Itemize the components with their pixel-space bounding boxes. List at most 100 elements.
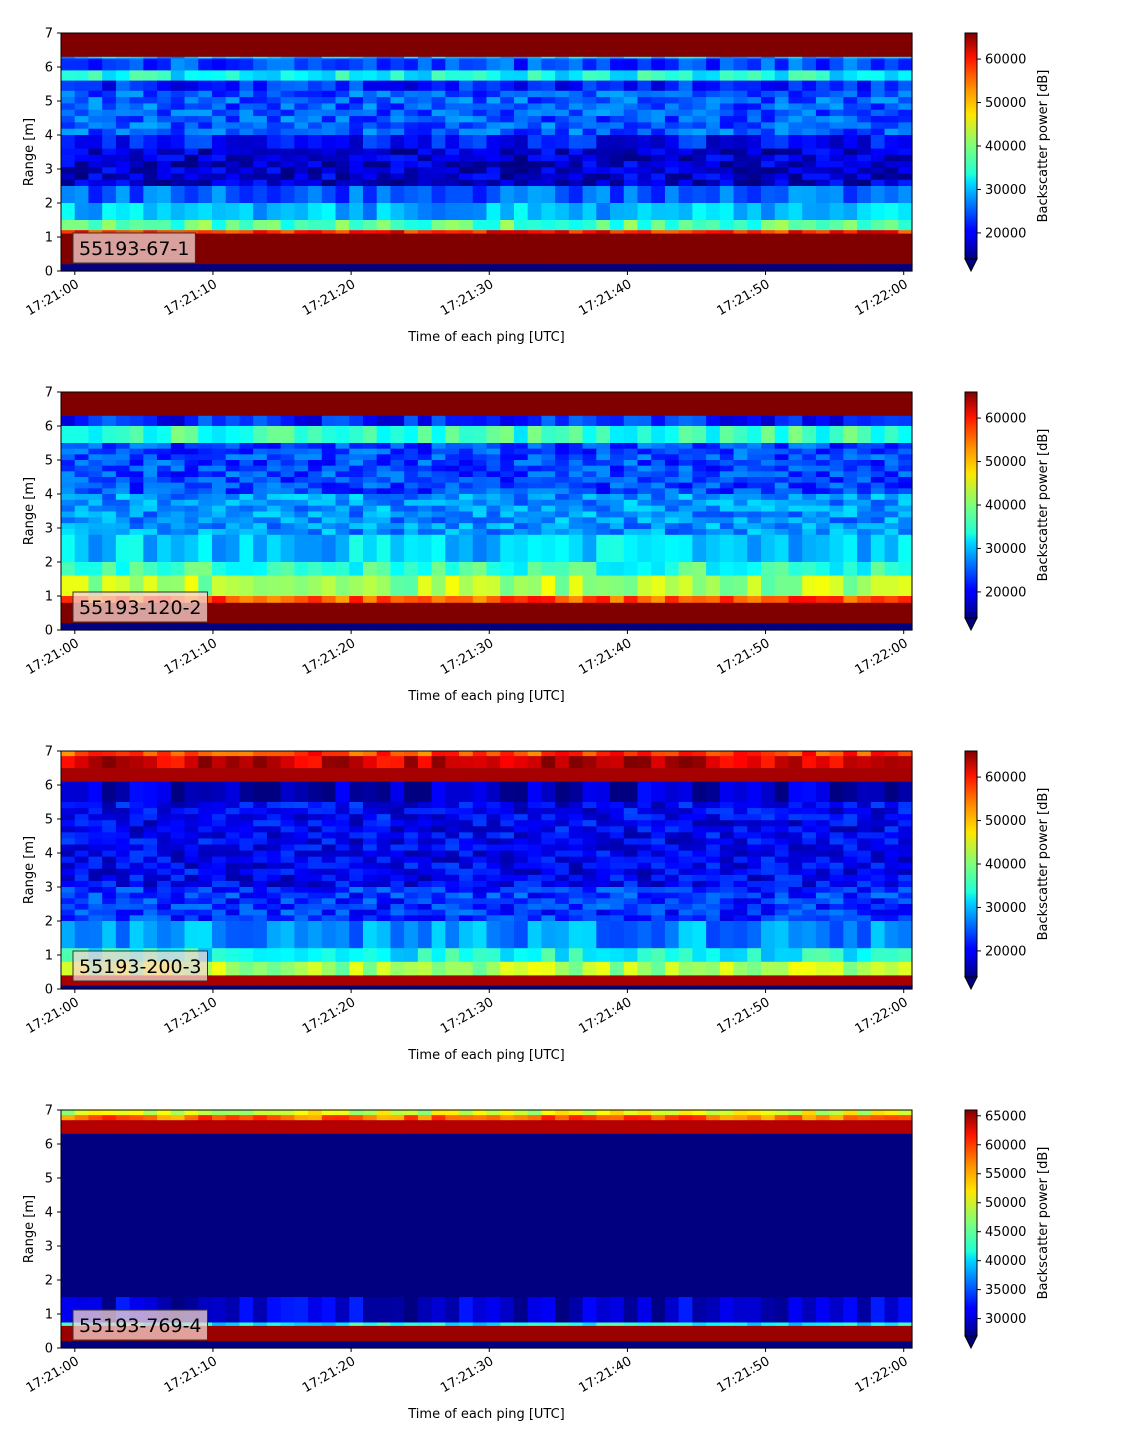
heatmap-cell (417, 258, 433, 265)
heatmap-cell (143, 814, 158, 821)
heatmap-cell (198, 90, 213, 98)
heatmap-cell (651, 482, 666, 489)
heatmap-cell (74, 103, 90, 111)
heatmap-cell (623, 426, 639, 444)
heatmap-cell (513, 832, 529, 840)
heatmap-cell (610, 838, 625, 846)
heatmap-cell (761, 128, 776, 136)
heatmap-cell (198, 781, 213, 803)
heatmap-cell (664, 596, 680, 604)
heatmap-cell (596, 623, 611, 631)
heatmap-cell (417, 781, 433, 803)
heatmap-cell (211, 909, 227, 916)
heatmap-cell (376, 820, 392, 827)
heatmap-cell (253, 230, 268, 235)
heatmap-cell (362, 56, 378, 60)
heatmap-cell (637, 909, 652, 916)
heatmap-cell (884, 251, 899, 259)
heatmap-cell (610, 814, 625, 821)
heatmap-cell (623, 251, 639, 259)
heatmap-cell (513, 116, 529, 123)
heatmap-cell (321, 251, 337, 259)
heatmap-cell (747, 523, 762, 530)
heatmap-cell (884, 528, 899, 536)
heatmap-cell (211, 874, 227, 882)
heatmap-cell (596, 494, 611, 501)
heatmap-cell (225, 135, 241, 150)
heatmap-cell (253, 109, 268, 117)
heatmap-cell (815, 517, 831, 524)
heatmap-cell (61, 488, 76, 495)
heatmap-cell (417, 103, 433, 111)
heatmap-cell (857, 802, 872, 809)
heatmap-cell (129, 482, 144, 489)
heatmap-cell (568, 454, 584, 461)
heatmap-cell (445, 499, 460, 507)
heatmap-cell (513, 233, 529, 241)
heatmap-cell (417, 862, 433, 870)
heatmap-cell (143, 460, 158, 467)
heatmap-cell (308, 820, 323, 827)
heatmap-cell (898, 230, 913, 235)
heatmap-cell (239, 826, 254, 833)
heatmap-cell (870, 826, 886, 833)
heatmap-cell (541, 167, 556, 175)
heatmap-cell (253, 909, 268, 916)
y-tick-label: 2 (45, 556, 53, 571)
heatmap-cell (884, 887, 899, 894)
heatmap-cell (870, 898, 886, 905)
heatmap-cell (884, 808, 899, 815)
heatmap-cell (651, 239, 666, 247)
heatmap-cell (623, 887, 639, 894)
heatmap-cell (280, 874, 295, 882)
heatmap-cell (280, 460, 295, 467)
heatmap-cell (761, 109, 776, 117)
heatmap-cell (692, 251, 707, 259)
heatmap-cell (266, 90, 282, 98)
heatmap-cell (596, 116, 611, 123)
heatmap-cell (431, 494, 446, 501)
heatmap-cell (843, 443, 858, 450)
heatmap-cell (404, 460, 419, 467)
heatmap-cell (362, 103, 378, 111)
heatmap-cell (431, 58, 446, 71)
heatmap-cell (239, 167, 254, 175)
heatmap-cell (706, 874, 721, 882)
heatmap-cell (74, 161, 90, 168)
heatmap-cell (115, 499, 131, 507)
heatmap-cell (774, 103, 790, 111)
heatmap-cell (513, 523, 529, 530)
heatmap-cell (239, 844, 254, 852)
heatmap-cell (486, 887, 501, 894)
heatmap-cell (308, 596, 323, 604)
heatmap-cell (390, 471, 405, 478)
heatmap-cell (747, 103, 762, 111)
heatmap-cell (266, 245, 282, 253)
heatmap-cell (184, 230, 199, 235)
heatmap-cell (170, 892, 186, 899)
heatmap-cell (541, 477, 556, 484)
heatmap-cell (417, 868, 433, 876)
heatmap-cell (513, 239, 529, 247)
heatmap-cell (335, 220, 350, 231)
heatmap-cell (555, 904, 570, 911)
heatmap-cell (651, 415, 666, 427)
heatmap-cell (527, 808, 543, 815)
heatmap-cell (513, 179, 529, 187)
heatmap-cell (815, 33, 831, 58)
heatmap-cell (527, 887, 543, 894)
heatmap-cell (280, 856, 295, 864)
heatmap-cell (390, 258, 405, 265)
heatmap-cell (198, 820, 213, 827)
sample-label: 55193-67-1 (79, 238, 189, 260)
heatmap-cell (843, 116, 858, 123)
heatmap-cell (747, 862, 762, 870)
heatmap-cell (294, 505, 309, 513)
heatmap-cell (651, 887, 666, 894)
heatmap-cell (610, 97, 625, 105)
heatmap-cell (541, 820, 556, 827)
heatmap-cell (513, 245, 529, 253)
heatmap-cell (74, 148, 90, 156)
heatmap-cell (857, 838, 872, 846)
heatmap-cell (390, 596, 405, 604)
